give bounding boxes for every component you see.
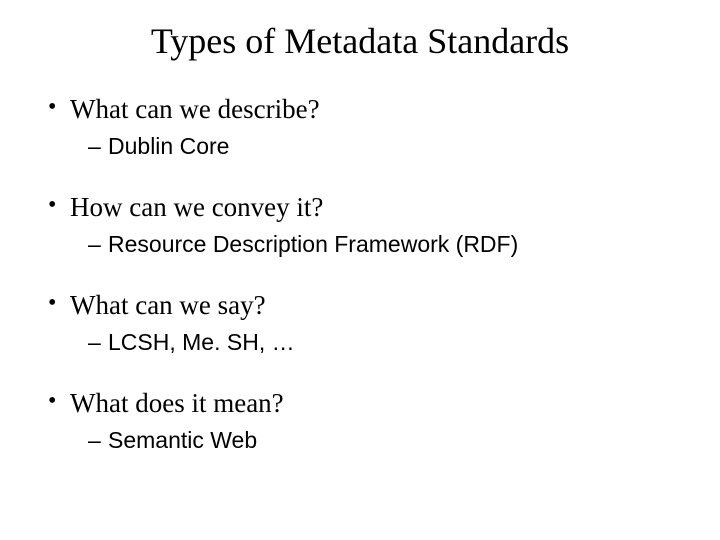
bullet-item: How can we convey it? [40,192,680,223]
slide-title: Types of Metadata Standards [40,20,680,62]
sub-item: Resource Description Framework (RDF) [40,231,680,258]
sub-list: LCSH, Me. SH, … [40,329,680,356]
bullet-item: What can we say? [40,290,680,321]
sub-list: Resource Description Framework (RDF) [40,231,680,258]
list-group: What can we say? LCSH, Me. SH, … [40,290,680,356]
bullet-item: What can we describe? [40,94,680,125]
sub-item: Semantic Web [40,427,680,454]
list-group: What does it mean? Semantic Web [40,388,680,454]
sub-item: LCSH, Me. SH, … [40,329,680,356]
sub-list: Dublin Core [40,133,680,160]
sub-list: Semantic Web [40,427,680,454]
list-group: What can we describe? Dublin Core [40,94,680,160]
bullet-list: What can we describe? Dublin Core How ca… [40,94,680,454]
bullet-item: What does it mean? [40,388,680,419]
list-group: How can we convey it? Resource Descripti… [40,192,680,258]
sub-item: Dublin Core [40,133,680,160]
